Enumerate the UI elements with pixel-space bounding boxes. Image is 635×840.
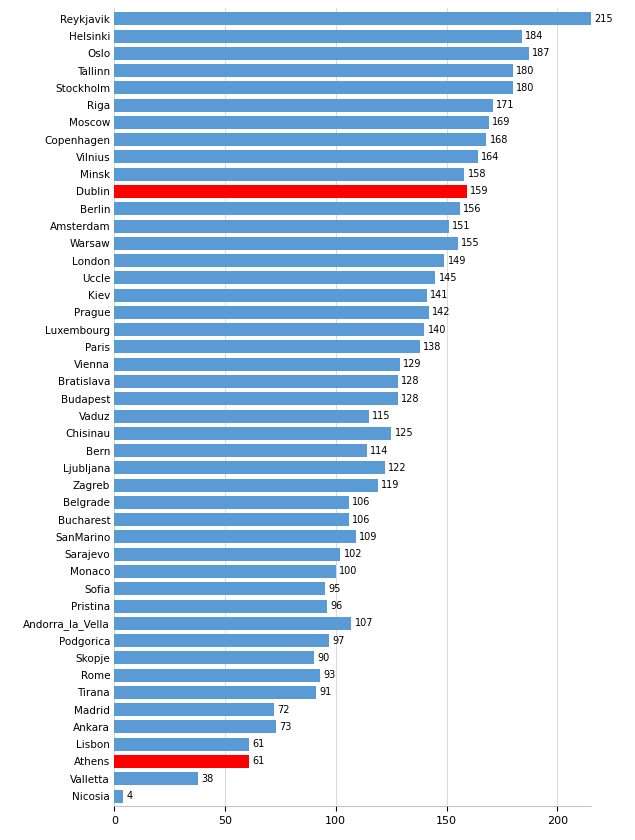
Text: 180: 180: [516, 83, 535, 93]
Text: 72: 72: [277, 705, 290, 715]
Text: 61: 61: [253, 757, 265, 766]
Text: 115: 115: [372, 411, 391, 421]
Text: 93: 93: [324, 670, 336, 680]
Bar: [114, 255, 444, 267]
Text: 215: 215: [594, 13, 613, 24]
Text: 91: 91: [319, 687, 331, 697]
Bar: [114, 479, 378, 491]
Text: 168: 168: [490, 134, 508, 144]
Bar: [114, 738, 250, 751]
Bar: [114, 98, 493, 112]
Bar: [114, 306, 429, 319]
Bar: [114, 64, 513, 77]
Bar: [114, 790, 123, 802]
Text: 164: 164: [481, 152, 499, 162]
Text: 142: 142: [432, 307, 451, 318]
Bar: [114, 651, 314, 664]
Text: 97: 97: [333, 636, 345, 646]
Bar: [114, 513, 349, 526]
Text: 151: 151: [452, 221, 471, 231]
Bar: [114, 271, 436, 284]
Bar: [114, 150, 478, 164]
Bar: [114, 531, 356, 543]
Bar: [114, 340, 420, 354]
Bar: [114, 548, 340, 560]
Bar: [114, 634, 329, 647]
Text: 106: 106: [352, 515, 371, 525]
Text: 107: 107: [354, 618, 373, 628]
Text: 119: 119: [381, 480, 399, 490]
Text: 128: 128: [401, 394, 420, 404]
Bar: [114, 116, 489, 129]
Bar: [114, 237, 458, 249]
Bar: [114, 600, 327, 612]
Bar: [114, 289, 427, 302]
Bar: [114, 185, 467, 198]
Bar: [114, 669, 320, 681]
Bar: [114, 721, 276, 733]
Text: 38: 38: [202, 774, 214, 784]
Bar: [114, 410, 369, 423]
Bar: [114, 496, 349, 509]
Text: 125: 125: [394, 428, 413, 438]
Text: 159: 159: [470, 186, 488, 197]
Text: 90: 90: [317, 653, 329, 663]
Text: 171: 171: [497, 100, 515, 110]
Text: 100: 100: [339, 566, 358, 576]
Bar: [114, 772, 199, 785]
Bar: [114, 81, 513, 94]
Bar: [114, 461, 385, 475]
Text: 184: 184: [525, 31, 544, 41]
Bar: [114, 358, 400, 370]
Bar: [114, 168, 464, 181]
Text: 106: 106: [352, 497, 371, 507]
Text: 129: 129: [403, 360, 422, 370]
Text: 128: 128: [401, 376, 420, 386]
Text: 187: 187: [532, 49, 551, 58]
Text: 158: 158: [467, 169, 486, 179]
Text: 4: 4: [126, 791, 133, 801]
Bar: [114, 703, 274, 717]
Bar: [114, 219, 449, 233]
Bar: [114, 323, 424, 336]
Bar: [114, 392, 398, 405]
Text: 156: 156: [463, 204, 482, 213]
Text: 61: 61: [253, 739, 265, 749]
Bar: [114, 375, 398, 388]
Text: 155: 155: [461, 239, 479, 249]
Bar: [114, 686, 316, 699]
Text: 95: 95: [328, 584, 340, 594]
Bar: [114, 582, 324, 596]
Text: 96: 96: [330, 601, 342, 611]
Text: 138: 138: [424, 342, 442, 352]
Text: 149: 149: [448, 255, 466, 265]
Text: 114: 114: [370, 445, 389, 455]
Text: 145: 145: [439, 273, 457, 283]
Bar: [114, 29, 522, 43]
Bar: [114, 617, 351, 630]
Bar: [114, 427, 391, 440]
Text: 73: 73: [279, 722, 291, 732]
Bar: [114, 47, 528, 60]
Text: 102: 102: [344, 549, 362, 559]
Bar: [114, 134, 486, 146]
Text: 141: 141: [430, 290, 448, 300]
Bar: [114, 565, 336, 578]
Bar: [114, 755, 250, 768]
Text: 122: 122: [388, 463, 406, 473]
Bar: [114, 444, 367, 457]
Text: 180: 180: [516, 66, 535, 76]
Text: 169: 169: [492, 118, 511, 128]
Text: 140: 140: [428, 325, 446, 334]
Bar: [114, 202, 460, 215]
Bar: [114, 13, 591, 25]
Text: 109: 109: [359, 532, 377, 542]
